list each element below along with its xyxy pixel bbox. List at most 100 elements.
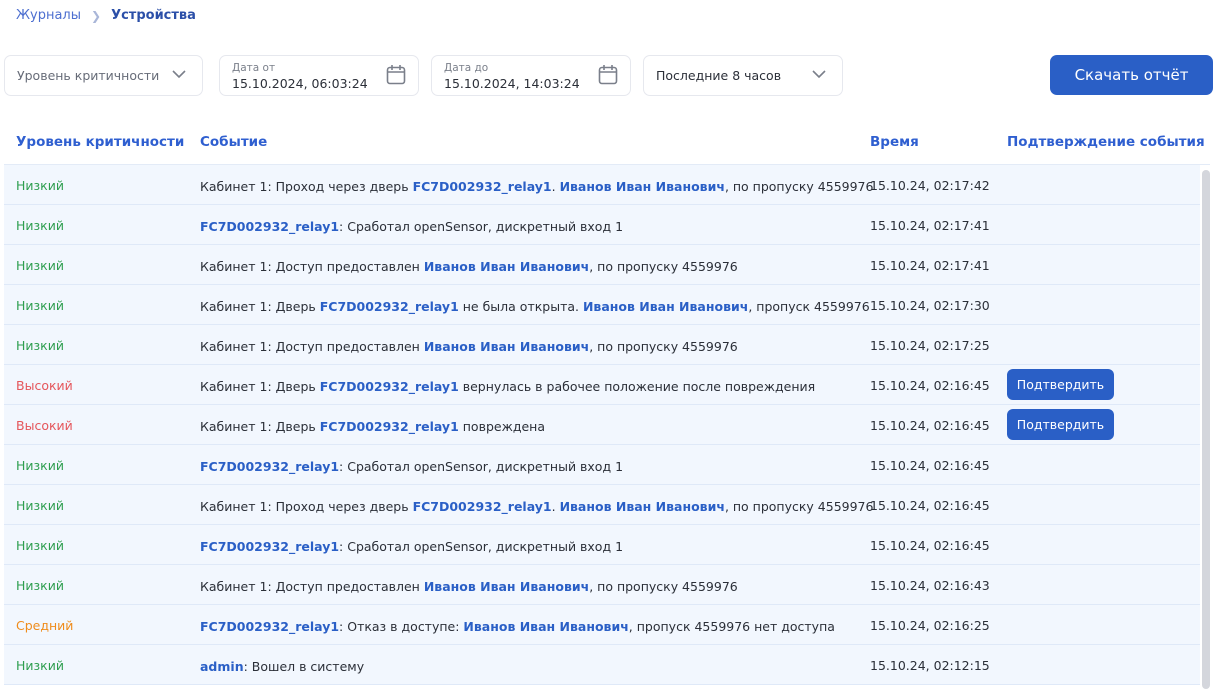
- table-row[interactable]: Низкий Кабинет 1: Доступ предоставлен Ива…: [4, 325, 1200, 365]
- event-entity-link[interactable]: FC7D002932_relay1: [200, 459, 340, 474]
- event-text-part: : Сработал openSensor, дискретный вход 1: [339, 219, 624, 234]
- confirm-button[interactable]: Подтвердить: [1007, 369, 1114, 400]
- event-entity-link[interactable]: Иванов Иван Иванович: [423, 579, 590, 594]
- event-time: 15.10.24, 02:16:43: [870, 578, 990, 593]
- event-text-part: повреждена: [458, 419, 545, 434]
- calendar-icon[interactable]: [386, 64, 406, 86]
- column-header-event[interactable]: Событие: [200, 134, 268, 150]
- event-text: Кабинет 1: Доступ предоставлен Иванов Ив…: [200, 579, 738, 594]
- event-text: Кабинет 1: Дверь FC7D002932_relay1 не бы…: [200, 299, 870, 314]
- event-time: 15.10.24, 02:17:25: [870, 338, 990, 353]
- severity-level: Низкий: [16, 258, 64, 273]
- event-time: 15.10.24, 02:12:15: [870, 658, 990, 673]
- date-to-field[interactable]: Дата до 15.10.2024, 14:03:24: [431, 55, 631, 96]
- event-entity-link[interactable]: Иванов Иван Иванович: [463, 619, 629, 634]
- severity-level: Низкий: [16, 578, 64, 593]
- event-entity-link[interactable]: Иванов Иван Иванович: [559, 179, 725, 194]
- chevron-down-icon: [172, 70, 186, 79]
- table-row[interactable]: Низкий Кабинет 1: Доступ предоставлен Ива…: [4, 565, 1200, 605]
- table-row[interactable]: Высокий Кабинет 1: Дверь FC7D002932_relay…: [4, 365, 1200, 405]
- event-text: FC7D002932_relay1: Сработал openSensor, …: [200, 539, 623, 554]
- event-entity-link[interactable]: FC7D002932_relay1: [412, 179, 552, 194]
- event-entity-link[interactable]: FC7D002932_relay1: [200, 539, 340, 554]
- event-entity-link[interactable]: FC7D002932_relay1: [200, 219, 340, 234]
- event-text: Кабинет 1: Доступ предоставлен Иванов Ив…: [200, 259, 738, 274]
- column-header-severity[interactable]: Уровень критичности: [16, 134, 185, 150]
- event-entity-link[interactable]: admin: [200, 659, 244, 674]
- column-header-time[interactable]: Время: [870, 134, 919, 150]
- event-text-part: .: [551, 179, 560, 194]
- event-text-part: Кабинет 1: Дверь: [200, 379, 320, 394]
- severity-level: Высокий: [16, 418, 73, 433]
- event-text-part: , по пропуску 4559976: [589, 579, 738, 594]
- table-row[interactable]: Низкий FC7D002932_relay1: Сработал openSe…: [4, 445, 1200, 485]
- severity-level: Низкий: [16, 218, 64, 233]
- severity-level: Низкий: [16, 338, 64, 353]
- scrollbar[interactable]: [1202, 170, 1210, 689]
- severity-level: Низкий: [16, 498, 64, 513]
- event-text-part: , по пропуску 4559976: [724, 179, 874, 194]
- period-value: Последние 8 часов: [656, 68, 782, 83]
- table-row[interactable]: Низкий Кабинет 1: Доступ предоставлен Ива…: [4, 245, 1200, 285]
- event-entity-link[interactable]: FC7D002932_relay1: [412, 499, 552, 514]
- event-time: 15.10.24, 02:17:42: [870, 178, 990, 193]
- event-time: 15.10.24, 02:17:30: [870, 298, 990, 313]
- event-entity-link[interactable]: FC7D002932_relay1: [319, 299, 459, 314]
- event-text-part: Кабинет 1: Доступ предоставлен: [200, 259, 424, 274]
- event-text: FC7D002932_relay1: Отказ в доступе: Иван…: [200, 619, 835, 634]
- event-time: 15.10.24, 02:17:41: [870, 218, 990, 233]
- event-entity-link[interactable]: FC7D002932_relay1: [319, 379, 459, 394]
- table-row[interactable]: Низкий admin: Вошел в систему 15.10.24, 02…: [4, 645, 1200, 685]
- confirm-button[interactable]: Подтвердить: [1007, 409, 1114, 440]
- table-row[interactable]: Низкий Кабинет 1: Проход через дверь FC7D…: [4, 165, 1200, 205]
- event-text: admin: Вошел в систему: [200, 659, 364, 674]
- event-text-part: : Вошел в систему: [243, 659, 365, 674]
- event-time: 15.10.24, 02:16:45: [870, 498, 990, 513]
- event-entity-link[interactable]: FC7D002932_relay1: [200, 619, 340, 634]
- table-row[interactable]: Низкий FC7D002932_relay1: Сработал openSe…: [4, 205, 1200, 245]
- table-row[interactable]: Средний FC7D002932_relay1: Отказ в доступ…: [4, 605, 1200, 645]
- event-time: 15.10.24, 02:16:45: [870, 538, 990, 553]
- breadcrumb-current: Устройства: [111, 8, 196, 23]
- table-row[interactable]: Низкий FC7D002932_relay1: Сработал openSe…: [4, 525, 1200, 565]
- event-text-part: , по пропуску 4559976: [724, 499, 874, 514]
- event-entity-link[interactable]: Иванов Иван Иванович: [423, 339, 590, 354]
- column-header-confirmation[interactable]: Подтверждение события: [1007, 134, 1205, 150]
- table-header: Уровень критичности Событие Время Подтве…: [4, 125, 1210, 165]
- severity-level: Высокий: [16, 378, 73, 393]
- events-table-body: Низкий Кабинет 1: Проход через дверь FC7D…: [4, 165, 1200, 685]
- event-text-part: : Сработал openSensor, дискретный вход 1: [339, 459, 624, 474]
- severity-select[interactable]: Уровень критичности: [4, 55, 203, 96]
- period-select[interactable]: Последние 8 часов: [643, 55, 843, 96]
- event-text-part: Кабинет 1: Дверь: [200, 419, 320, 434]
- event-text-part: Кабинет 1: Проход через дверь: [200, 179, 413, 194]
- event-entity-link[interactable]: FC7D002932_relay1: [319, 419, 459, 434]
- breadcrumb-journals-link[interactable]: Журналы: [16, 8, 81, 23]
- event-text-part: вернулась в рабочее положение после повр…: [458, 379, 816, 394]
- event-time: 15.10.24, 02:16:25: [870, 618, 990, 633]
- event-text: Кабинет 1: Дверь FC7D002932_relay1 верну…: [200, 379, 815, 394]
- event-text-part: , пропуск 4559976 нет доступа: [628, 619, 835, 634]
- date-from-field[interactable]: Дата от 15.10.2024, 06:03:24: [219, 55, 419, 96]
- table-row[interactable]: Низкий Кабинет 1: Дверь FC7D002932_relay1…: [4, 285, 1200, 325]
- breadcrumb: Журналы ❯ Устройства: [16, 8, 196, 23]
- severity-level: Низкий: [16, 538, 64, 553]
- calendar-icon[interactable]: [598, 64, 618, 86]
- chevron-right-icon: ❯: [91, 8, 102, 23]
- event-entity-link[interactable]: Иванов Иван Иванович: [559, 499, 725, 514]
- event-text-part: : Отказ в доступе:: [339, 619, 464, 634]
- event-entity-link[interactable]: Иванов Иван Иванович: [423, 259, 590, 274]
- event-text: Кабинет 1: Доступ предоставлен Иванов Ив…: [200, 339, 738, 354]
- event-time: 15.10.24, 02:16:45: [870, 418, 990, 433]
- event-time: 15.10.24, 02:16:45: [870, 378, 990, 393]
- table-row[interactable]: Низкий Кабинет 1: Проход через дверь FC7D…: [4, 485, 1200, 525]
- chevron-down-icon: [812, 70, 826, 79]
- event-text-part: , пропуск 4559976: [748, 299, 870, 314]
- event-entity-link[interactable]: Иванов Иван Иванович: [582, 299, 749, 314]
- event-text: Кабинет 1: Проход через дверь FC7D002932…: [200, 179, 873, 194]
- download-report-button[interactable]: Скачать отчёт: [1050, 55, 1213, 95]
- event-text-part: , по пропуску 4559976: [589, 339, 738, 354]
- event-text: FC7D002932_relay1: Сработал openSensor, …: [200, 459, 623, 474]
- table-row[interactable]: Высокий Кабинет 1: Дверь FC7D002932_relay…: [4, 405, 1200, 445]
- date-from-label: Дата от: [232, 62, 276, 74]
